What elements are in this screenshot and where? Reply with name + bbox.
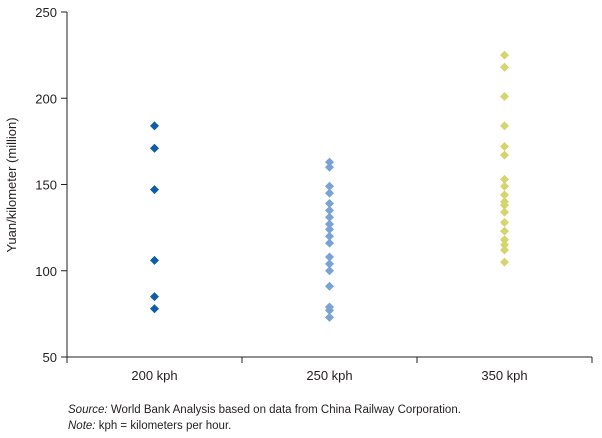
data-point	[325, 224, 334, 234]
data-point	[500, 150, 509, 160]
data-point	[325, 157, 334, 167]
data-point	[500, 62, 509, 72]
data-point	[500, 207, 509, 217]
data-point	[325, 188, 334, 198]
data-point	[500, 121, 509, 131]
source-label: Source:	[68, 404, 108, 416]
data-point	[325, 212, 334, 222]
data-point	[325, 162, 334, 172]
data-point	[500, 257, 509, 267]
source-note: Source: World Bank Analysis based on dat…	[68, 402, 461, 418]
data-point	[500, 226, 509, 236]
data-points	[150, 50, 509, 322]
data-point	[500, 240, 509, 250]
data-point	[325, 312, 334, 322]
data-point	[325, 205, 334, 215]
y-tick-label: 200	[35, 91, 57, 106]
y-axis-title: Yuan/kilometer (million)	[4, 117, 19, 252]
data-point	[325, 266, 334, 276]
x-tick-label: 200 kph	[131, 368, 177, 383]
data-point	[325, 252, 334, 262]
data-point	[500, 235, 509, 245]
data-point	[150, 121, 159, 131]
data-point	[500, 50, 509, 60]
data-point	[150, 255, 159, 265]
data-point	[150, 292, 159, 302]
y-tick-label: 150	[35, 178, 57, 193]
data-point	[325, 305, 334, 315]
data-point	[325, 231, 334, 241]
note-label: Note:	[68, 420, 96, 432]
data-point	[500, 190, 509, 200]
data-point	[150, 185, 159, 195]
data-point	[500, 181, 509, 191]
data-point	[150, 143, 159, 153]
scatter-chart: 50 100 150 200 250 200 kph 250 kph 350 kph Yua…	[4, 5, 593, 383]
data-point	[500, 92, 509, 102]
y-tick-label: 50	[43, 350, 57, 365]
x-tick-label: 250 kph	[306, 368, 352, 383]
x-axis: 200 kph 250 kph 350 kph	[66, 356, 593, 383]
note-text: kph = kilometers per hour.	[95, 420, 232, 432]
data-point	[325, 238, 334, 248]
y-axis: 50 100 150 200 250	[35, 5, 68, 365]
data-point	[500, 200, 509, 210]
data-point	[500, 217, 509, 227]
chart-notes: Source: World Bank Analysis based on dat…	[68, 402, 461, 434]
y-tick-label: 250	[35, 5, 57, 20]
data-point	[325, 181, 334, 191]
kph-note: Note: kph = kilometers per hour.	[68, 418, 461, 434]
data-point	[500, 142, 509, 152]
data-point	[325, 198, 334, 208]
data-point	[325, 281, 334, 291]
data-point	[325, 219, 334, 229]
data-point	[150, 304, 159, 314]
data-point	[500, 174, 509, 184]
data-point	[500, 245, 509, 255]
x-tick-label: 350 kph	[481, 368, 527, 383]
data-point	[325, 259, 334, 269]
source-text: World Bank Analysis based on data from C…	[107, 404, 461, 416]
y-tick-label: 100	[35, 264, 57, 279]
